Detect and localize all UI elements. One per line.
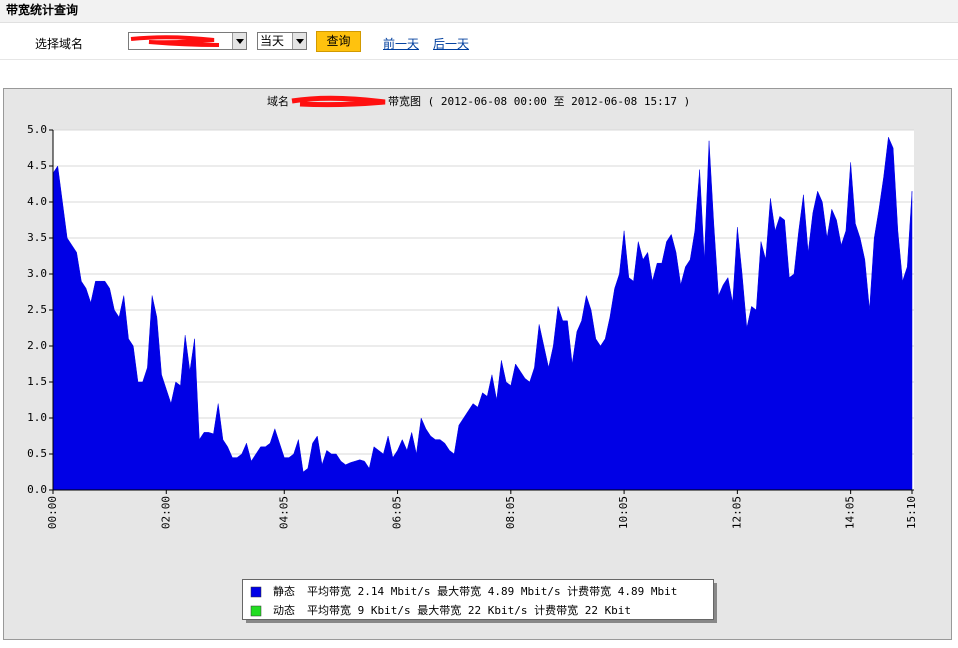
period-value: 当天 bbox=[260, 34, 285, 48]
y-tick-label: 1.0 bbox=[27, 411, 47, 424]
y-tick-label: 2.5 bbox=[27, 303, 47, 316]
select-arrow bbox=[232, 33, 246, 49]
y-tick-label: 0.5 bbox=[27, 447, 47, 460]
page-header: 带宽统计查询 bbox=[0, 0, 958, 23]
x-tick-label: 04:05 bbox=[277, 496, 290, 529]
area bbox=[52, 136, 913, 491]
legend-summary: 平均带宽 2.14 Mbit/s 最大带宽 4.89 Mbit/s 计费带宽 4… bbox=[307, 584, 677, 598]
y-tick-label: 4.5 bbox=[27, 159, 47, 172]
x-tick-label: 14:05 bbox=[844, 496, 857, 529]
domain-select[interactable] bbox=[128, 32, 247, 50]
x-tick-label: 02:00 bbox=[159, 496, 172, 529]
redaction bbox=[291, 95, 386, 108]
next-day-link[interactable]: 后一天 bbox=[433, 37, 470, 51]
chart: 域名 带宽图 ( 2012-06-08 00:00 至 2012-06-08 1… bbox=[3, 88, 952, 640]
y-tick-label: 4.0 bbox=[27, 195, 47, 208]
domain-label: 选择域名 bbox=[35, 37, 84, 51]
legend-name: 静态 bbox=[273, 584, 295, 598]
prev-day-link[interactable]: 前一天 bbox=[383, 37, 420, 51]
select-arrow bbox=[292, 33, 306, 49]
chart-title: 域名 bbox=[267, 94, 289, 108]
y-tick-label: 2.0 bbox=[27, 339, 47, 352]
x-tick-label: 06:05 bbox=[391, 496, 404, 529]
x-tick-label: 15:10 bbox=[905, 496, 918, 529]
x-tick-label: 10:05 bbox=[617, 496, 630, 529]
chart-title: 带宽图 ( 2012-06-08 00:00 至 2012-06-08 15:1… bbox=[388, 94, 690, 108]
query-button[interactable]: 查询 bbox=[316, 31, 361, 52]
period-select[interactable]: 当天 bbox=[257, 32, 307, 50]
y-tick-label: 0.0 bbox=[27, 483, 47, 496]
legend-name: 动态 bbox=[273, 604, 295, 617]
query-form: 选择域名 当天 查询 前一天 后一天 bbox=[0, 25, 958, 60]
legend-swatch bbox=[250, 586, 262, 598]
y-tick-label: 5.0 bbox=[27, 123, 47, 136]
redaction bbox=[130, 35, 220, 47]
y-tick-label: 1.5 bbox=[27, 375, 47, 388]
legend-summary: 平均带宽 9 Kbit/s 最大带宽 22 Kbit/s 计费带宽 22 Kbi… bbox=[307, 603, 631, 617]
legend-swatch bbox=[250, 605, 262, 617]
x-tick-label: 12:05 bbox=[730, 496, 743, 529]
y-tick-label: 3.0 bbox=[27, 267, 47, 280]
y-tick-label: 3.5 bbox=[27, 231, 47, 244]
x-tick-label: 08:05 bbox=[504, 496, 517, 529]
x-tick-label: 00:00 bbox=[46, 496, 59, 529]
legend bbox=[242, 579, 714, 620]
